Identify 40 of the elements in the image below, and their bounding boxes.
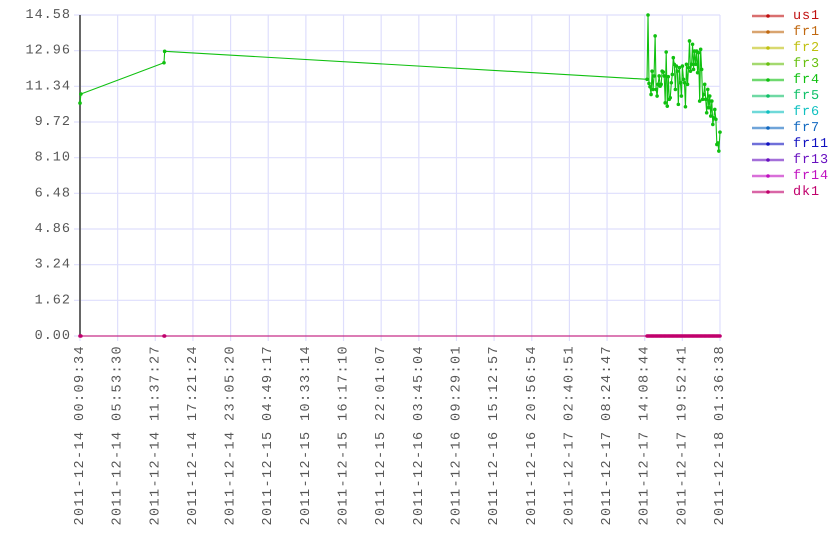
x-tick-label: 2011-12-15 16:17:10 xyxy=(336,345,352,526)
legend-label: fr4 xyxy=(793,72,820,88)
legend-label: fr3 xyxy=(793,56,820,72)
y-tick-label: 0.00 xyxy=(34,328,71,344)
legend-label: dk1 xyxy=(793,184,820,200)
x-tick-label: 2011-12-16 09:29:01 xyxy=(448,345,464,526)
x-tick-label: 2011-12-14 05:53:30 xyxy=(110,345,126,526)
x-tick-label: 2011-12-17 02:40:51 xyxy=(562,345,577,526)
y-tick-label: 12.96 xyxy=(25,43,71,58)
legend-label: fr6 xyxy=(793,104,820,120)
x-tick-label: 2011-12-14 17:21:24 xyxy=(185,345,200,526)
x-tick-label: 2011-12-15 10:33:14 xyxy=(298,345,314,526)
y-tick-label: 4.86 xyxy=(34,222,71,236)
legend-label: fr7 xyxy=(793,120,820,136)
legend-label: fr14 xyxy=(793,168,830,184)
y-tick-label: 11.34 xyxy=(25,78,71,94)
x-tick-label: 2011-12-14 23:05:20 xyxy=(223,345,238,526)
x-tick-label: 2011-12-14 11:37:27 xyxy=(148,345,163,526)
y-tick-label: 1.62 xyxy=(34,292,71,308)
legend-label: fr1 xyxy=(793,24,820,40)
x-tick-label: 2011-12-16 20:56:54 xyxy=(524,345,540,526)
y-tick-label: 6.48 xyxy=(34,186,71,201)
x-tick-label: 2011-12-14 00:09:34 xyxy=(72,345,88,526)
legend-label: fr5 xyxy=(793,88,820,104)
legend-label: fr13 xyxy=(793,152,830,168)
y-tick-label: 3.24 xyxy=(34,257,71,272)
x-tick-label: 2011-12-16 15:12:57 xyxy=(486,345,502,526)
x-tick-label: 2011-12-15 04:49:17 xyxy=(260,345,276,526)
legend-label: us1 xyxy=(793,8,820,24)
legend-label: fr11 xyxy=(793,136,830,152)
x-tick-label: 2011-12-17 08:24:47 xyxy=(600,345,615,526)
x-tick-label: 2011-12-17 14:08:44 xyxy=(637,345,652,526)
x-tick-label: 2011-12-16 03:45:04 xyxy=(411,345,426,526)
legend-label: fr2 xyxy=(793,40,820,56)
y-tick-label: 14.58 xyxy=(25,8,71,22)
y-tick-label: 9.72 xyxy=(34,114,71,130)
x-tick-label: 2011-12-17 19:52:41 xyxy=(674,345,690,526)
x-tick-label: 2011-12-18 01:36:38 xyxy=(712,345,728,526)
x-tick-label: 2011-12-15 22:01:07 xyxy=(374,345,389,526)
y-tick-label: 8.10 xyxy=(34,150,71,166)
